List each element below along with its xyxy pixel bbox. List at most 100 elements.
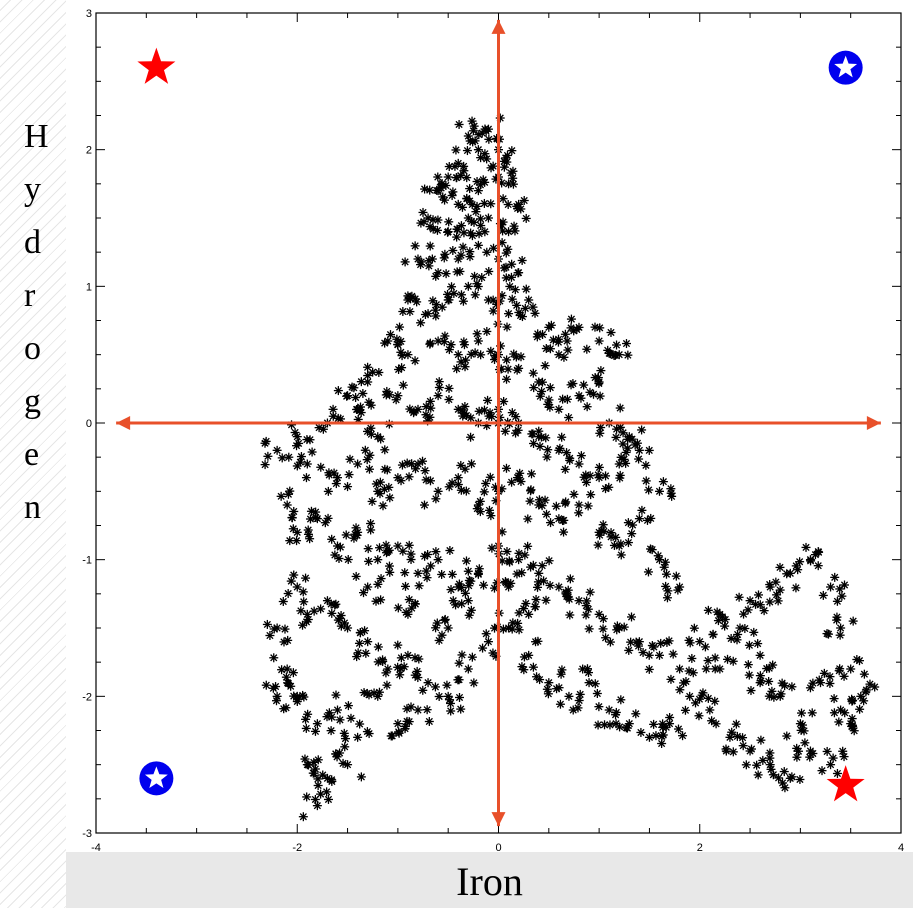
data-point bbox=[504, 227, 514, 237]
data-point-jitter bbox=[394, 727, 404, 737]
data-point-jitter bbox=[452, 173, 462, 183]
data-point-jitter bbox=[710, 664, 720, 674]
data-point bbox=[423, 678, 433, 688]
data-point-jitter bbox=[426, 561, 436, 571]
data-point-jitter bbox=[278, 597, 288, 607]
data-point-jitter bbox=[598, 520, 608, 530]
data-point-jitter bbox=[284, 452, 294, 462]
data-point-jitter bbox=[605, 720, 615, 730]
data-point-jitter bbox=[470, 348, 480, 358]
data-point-jitter bbox=[787, 682, 797, 692]
data-point bbox=[483, 213, 493, 223]
x-tick-label: 2 bbox=[697, 842, 703, 852]
red-star-icon bbox=[137, 47, 176, 84]
data-point-jitter bbox=[422, 573, 432, 583]
y-tick-label: 2 bbox=[86, 145, 92, 157]
data-point-jitter bbox=[261, 680, 271, 690]
data-point-jitter bbox=[460, 588, 470, 598]
data-point-jitter bbox=[313, 774, 323, 784]
data-point-jitter bbox=[359, 688, 369, 698]
data-point-jitter bbox=[545, 344, 555, 354]
data-point-jitter bbox=[711, 719, 721, 729]
data-point-jitter bbox=[498, 217, 508, 227]
scatter-chart: -4 -2 0 2 4 -3 -2 -1 0 1 2 3 bbox=[82, 8, 905, 852]
data-point-jitter bbox=[279, 704, 289, 714]
data-point bbox=[634, 445, 644, 455]
data-point-jitter bbox=[441, 269, 451, 279]
data-point-jitter bbox=[773, 596, 783, 606]
data-point-jitter bbox=[775, 585, 785, 595]
data-point-jitter bbox=[431, 271, 441, 281]
data-point-jitter bbox=[380, 445, 390, 455]
data-point-jitter bbox=[865, 679, 875, 689]
y-axis-label-char: d bbox=[24, 224, 41, 261]
data-point-jitter bbox=[395, 670, 405, 680]
data-point-jitter bbox=[832, 615, 842, 625]
data-point-jitter bbox=[310, 794, 320, 804]
data-point-jitter bbox=[644, 664, 654, 674]
data-point-jitter bbox=[835, 630, 845, 640]
data-point-jitter bbox=[302, 792, 312, 802]
data-point-jitter bbox=[710, 696, 720, 706]
data-point-jitter bbox=[774, 773, 784, 783]
data-point-jitter bbox=[430, 682, 440, 692]
data-point-jitter bbox=[661, 569, 671, 579]
data-point-jitter bbox=[557, 432, 567, 442]
data-point-jitter bbox=[444, 162, 454, 172]
data-point-jitter bbox=[615, 470, 625, 480]
data-point-jitter bbox=[726, 633, 736, 643]
data-point-jitter bbox=[440, 195, 450, 205]
data-point-jitter bbox=[343, 482, 353, 492]
data-point-jitter bbox=[753, 639, 763, 649]
data-point-jitter bbox=[870, 682, 880, 692]
data-point-jitter bbox=[543, 399, 553, 409]
data-point-jitter bbox=[623, 538, 633, 548]
data-point-jitter bbox=[476, 221, 486, 231]
data-point-jitter bbox=[339, 728, 349, 738]
data-point-jitter bbox=[583, 501, 593, 511]
data-point-jitter bbox=[299, 597, 309, 607]
data-point-jitter bbox=[437, 302, 447, 312]
data-point-jitter bbox=[276, 491, 286, 501]
data-point-jitter bbox=[328, 404, 338, 414]
data-point-jitter bbox=[424, 716, 434, 726]
data-point-jitter bbox=[400, 257, 410, 267]
data-point-jitter bbox=[486, 163, 496, 173]
x-axis-label: Iron bbox=[456, 859, 523, 904]
data-point-jitter bbox=[485, 472, 495, 482]
data-point-jitter bbox=[456, 704, 466, 714]
data-point-jitter bbox=[398, 546, 408, 556]
data-point-jitter bbox=[294, 438, 304, 448]
data-point-jitter bbox=[560, 498, 570, 508]
data-point-jitter bbox=[766, 764, 776, 774]
data-point-jitter bbox=[360, 626, 370, 636]
data-point-jitter bbox=[822, 629, 832, 639]
data-point-jitter bbox=[323, 794, 333, 804]
data-point-jitter bbox=[611, 707, 621, 717]
data-point-jitter bbox=[295, 457, 305, 467]
data-point-jitter bbox=[410, 241, 420, 251]
data-point-jitter bbox=[568, 705, 578, 715]
data-point-jitter bbox=[310, 764, 320, 774]
data-point-jitter bbox=[410, 670, 420, 680]
data-point-jitter bbox=[288, 524, 298, 534]
data-point bbox=[302, 459, 312, 469]
data-point-jitter bbox=[407, 603, 417, 613]
data-point-jitter bbox=[703, 605, 713, 615]
data-point-jitter bbox=[489, 243, 499, 253]
data-point-jitter bbox=[456, 357, 466, 367]
data-point-jitter bbox=[265, 631, 275, 641]
data-point bbox=[393, 719, 403, 729]
data-point-jitter bbox=[488, 306, 498, 316]
data-point-jitter bbox=[513, 473, 523, 483]
data-point-jitter bbox=[592, 689, 602, 699]
data-point-jitter bbox=[528, 662, 538, 672]
data-point-jitter bbox=[478, 643, 488, 653]
data-point-jitter bbox=[324, 468, 334, 478]
data-point-jitter bbox=[593, 540, 603, 550]
data-point-jitter bbox=[342, 391, 352, 401]
data-point-jitter bbox=[366, 400, 376, 410]
data-point-jitter bbox=[261, 436, 271, 446]
data-point-jitter bbox=[666, 674, 676, 684]
data-point-jitter bbox=[498, 194, 508, 204]
